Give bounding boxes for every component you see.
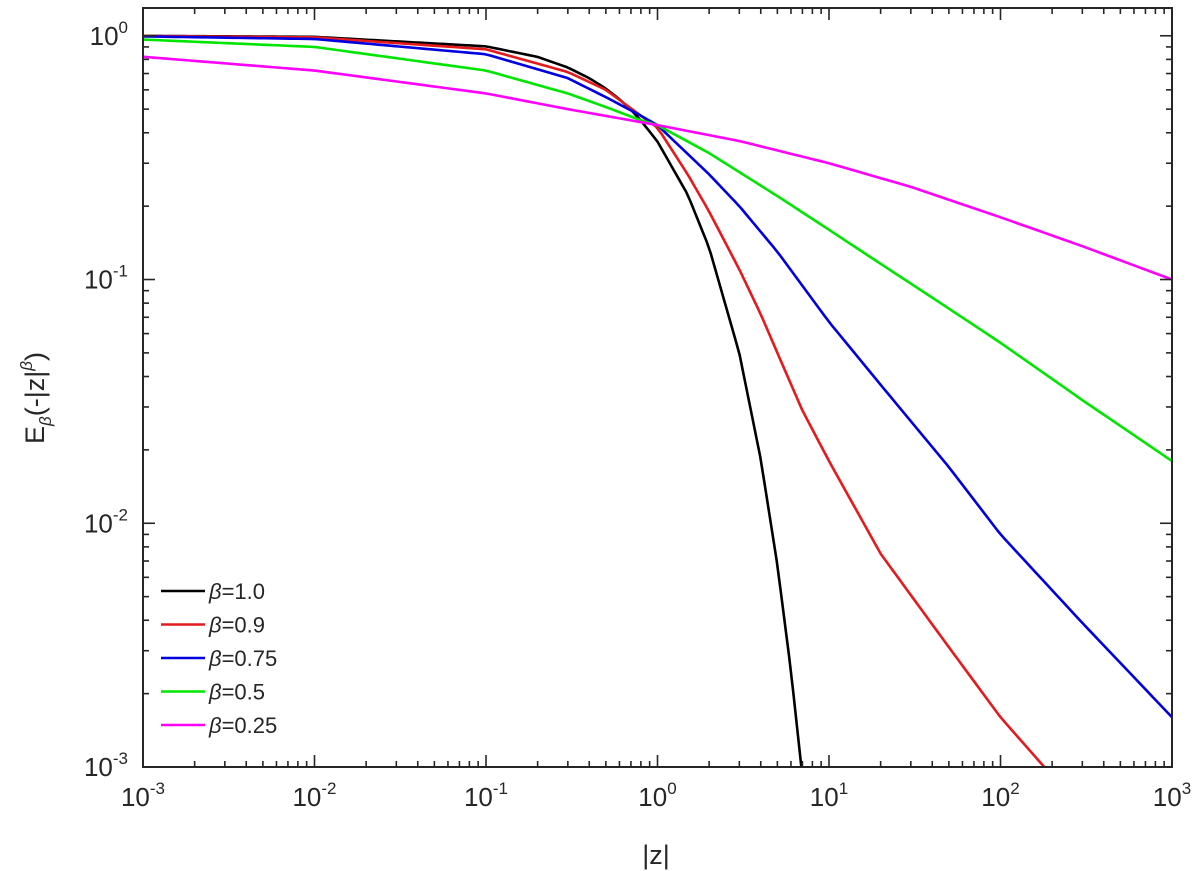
series-line-4 (143, 55, 1172, 281)
x-tick-label-4: 101 (810, 779, 848, 812)
axes-box (142, 7, 1173, 768)
legend-label-3: β=0.5 (208, 680, 265, 705)
y-label-arg-sup: β (17, 361, 36, 372)
y-tick-label-0: 10-3 (84, 749, 128, 782)
y-label-sub: β (36, 416, 55, 427)
legend-label-1: β=0.9 (208, 613, 265, 638)
y-tick-label-1: 10-2 (84, 505, 128, 538)
x-axis-label: |z| (642, 840, 670, 870)
tick-layer (142, 8, 1173, 768)
x-tick-label-1: 10-2 (292, 779, 336, 812)
series-clip-group (143, 34, 1172, 767)
y-axis-label: Eβ(-|z|β) (17, 352, 55, 444)
legend: β=1.0 β=0.9 β=0.75 β=0.5 β=0.25 (161, 579, 277, 738)
y-label-arg-prefix: (-|z| (20, 371, 50, 417)
plot-frame (142, 7, 1173, 768)
series-line-1 (143, 34, 1046, 767)
x-tick-label-6: 103 (1153, 779, 1191, 812)
legend-label-2: β=0.75 (208, 646, 277, 671)
y-tick-label-2: 10-1 (84, 262, 128, 295)
legend-label-0: β=1.0 (208, 579, 265, 604)
series-line-2 (143, 35, 1172, 719)
legend-label-4: β=0.25 (208, 713, 277, 738)
y-label-arg-suffix: ) (20, 352, 50, 361)
tick-label-layer: 10-3 10-2 10-1 100 101 102 103 10-3 10-2 10-1 100 (84, 18, 1191, 812)
y-tick-label-3: 100 (90, 18, 128, 51)
x-tick-label-3: 100 (638, 779, 676, 812)
x-tick-label-5: 102 (981, 779, 1019, 812)
y-label-base: E (20, 426, 50, 444)
x-tick-label-0: 10-3 (121, 779, 165, 812)
series-line-3 (143, 38, 1172, 463)
series-layer (143, 34, 1172, 767)
x-tick-label-2: 10-1 (464, 779, 508, 812)
